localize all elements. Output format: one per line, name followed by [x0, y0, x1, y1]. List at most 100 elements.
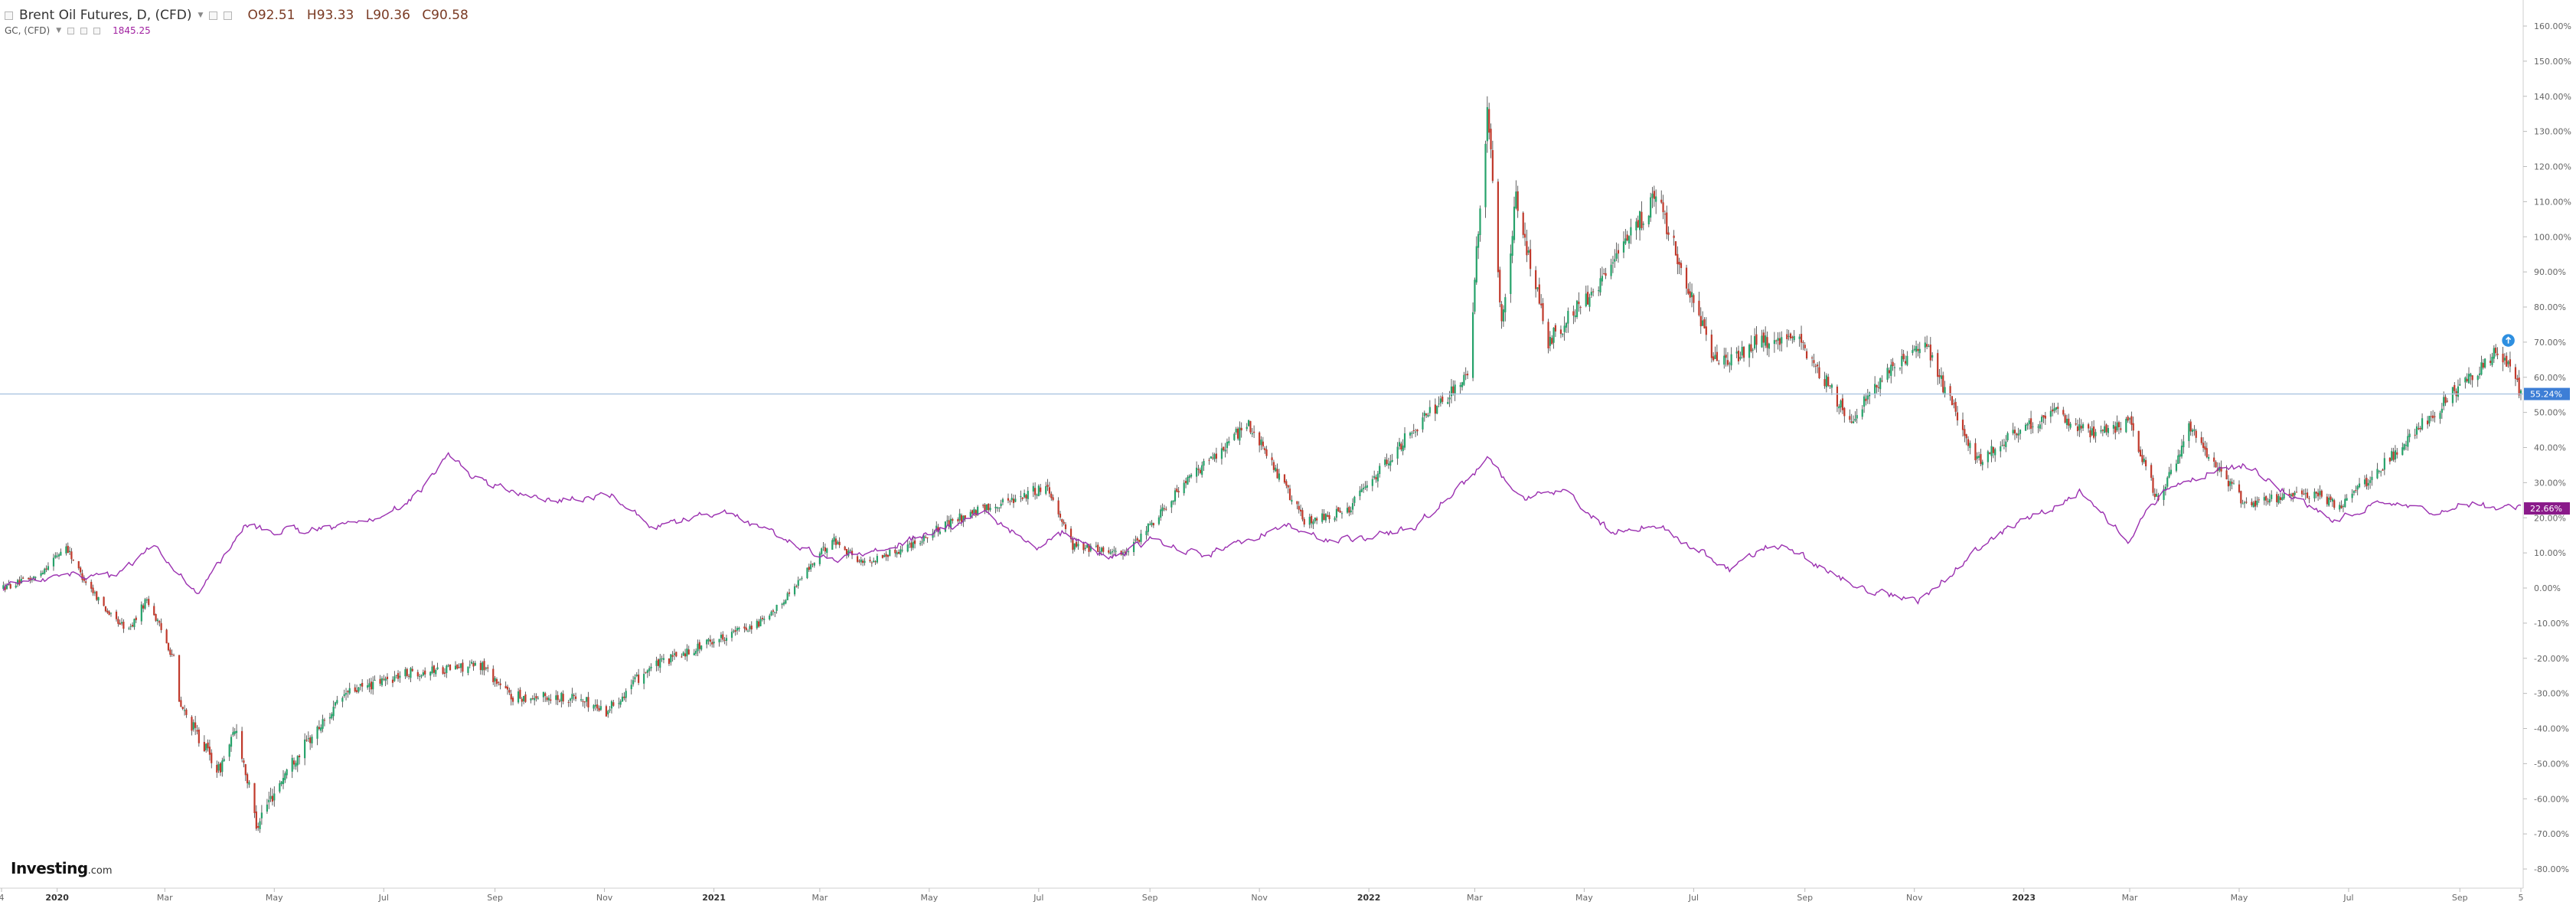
main-series-title[interactable]: Brent Oil Futures, D, (CFD)	[19, 8, 192, 23]
candle-down	[1766, 337, 1768, 348]
x-tick-label: 2023	[2012, 893, 2036, 903]
candle-up	[68, 551, 71, 552]
candle-up	[54, 555, 57, 558]
candle-up	[2484, 358, 2486, 368]
candle-down	[2396, 452, 2398, 455]
candle-down	[1689, 291, 1691, 298]
candle-up	[1723, 355, 1725, 365]
candle-down	[845, 548, 848, 555]
candle-down	[2388, 457, 2391, 462]
candle-down	[2080, 426, 2082, 429]
candle-up	[2039, 424, 2041, 429]
candle-down	[255, 811, 257, 829]
candle-down	[1674, 241, 1677, 256]
remove-secondary-button[interactable]	[93, 27, 101, 34]
candle-up	[2421, 418, 2424, 430]
secondary-series-title[interactable]: GC, (CFD)	[5, 25, 51, 36]
candle-down	[671, 655, 674, 657]
candle-up	[2164, 486, 2166, 490]
candle-down	[1716, 351, 1718, 361]
candle-up	[2519, 390, 2522, 394]
candle-up	[785, 600, 787, 604]
candle-down	[1964, 429, 1966, 436]
candle-down	[1705, 326, 1707, 335]
candle-down	[623, 696, 625, 698]
candle-up	[1409, 433, 1412, 436]
candle-down	[869, 560, 871, 562]
candle-down	[698, 642, 700, 649]
candle-down	[1253, 431, 1255, 433]
candle-up	[1447, 402, 1449, 404]
candle-up	[344, 692, 348, 695]
candle-down	[948, 520, 950, 527]
candle-up	[1448, 397, 1451, 400]
candle-up	[1170, 501, 1173, 508]
candle-down	[103, 596, 105, 606]
candle-down	[1199, 469, 1201, 473]
hide-secondary-button[interactable]	[67, 27, 75, 34]
candle-up	[1610, 264, 1612, 276]
candle-down	[709, 639, 711, 642]
candle-down	[1249, 420, 1252, 433]
collapse-legend-button[interactable]	[5, 11, 13, 20]
candle-down	[1992, 447, 1994, 453]
candle-down	[2089, 430, 2091, 438]
candle-up	[695, 650, 697, 654]
secondary-settings-button[interactable]	[80, 27, 88, 34]
candle-up	[2024, 424, 2027, 431]
candle-down	[1050, 493, 1053, 498]
x-tick-label: 2021	[702, 893, 726, 903]
candle-up	[949, 518, 952, 528]
candle-down	[2204, 446, 2206, 450]
candle-down	[1034, 488, 1037, 495]
candle-up	[801, 577, 803, 579]
candle-up	[284, 773, 286, 780]
candle-down	[1699, 315, 1702, 327]
candle-down	[2444, 397, 2447, 403]
candle-down	[1718, 363, 1720, 364]
candle-up	[1073, 543, 1076, 550]
y-tick-label: -10.00%	[2534, 619, 2569, 629]
x-tick-label: Mar	[811, 893, 828, 903]
candle-down	[1579, 306, 1582, 308]
candle-down	[28, 578, 30, 580]
candle-down	[1021, 497, 1024, 499]
candle-down	[148, 599, 150, 606]
candle-up	[2188, 423, 2190, 442]
candle-up	[2378, 471, 2380, 472]
candle-up	[2439, 413, 2441, 419]
x-tick-label: 5	[2519, 893, 2524, 903]
candle-down	[1843, 407, 1846, 417]
candle-up	[2091, 428, 2093, 436]
candle-up	[1638, 211, 1641, 230]
candle-down	[1938, 374, 1941, 377]
candle-down	[2365, 478, 2368, 487]
candle-up	[1838, 406, 1840, 409]
candle-up	[2407, 436, 2409, 447]
candle-up	[322, 719, 324, 729]
chevron-down-icon[interactable]: ▼	[198, 11, 204, 19]
y-tick-label: -60.00%	[2534, 794, 2569, 804]
candle-up	[889, 549, 891, 556]
candle-down	[1678, 261, 1680, 265]
hide-series-button[interactable]	[209, 11, 218, 20]
x-tick-label: Mar	[1467, 893, 1483, 903]
chevron-down-icon[interactable]: ▼	[56, 27, 62, 34]
candle-up	[2069, 423, 2072, 428]
candle-down	[1163, 508, 1166, 510]
candle-up	[286, 769, 288, 776]
candle-down	[180, 700, 182, 707]
candle-up	[1389, 461, 1392, 466]
candle-up	[1140, 533, 1142, 542]
series-settings-button[interactable]	[224, 11, 233, 20]
candle-down	[1786, 334, 1788, 340]
annotation-layer[interactable]	[2500, 332, 2516, 348]
candle-up	[759, 619, 762, 626]
candle-up	[2000, 446, 2002, 452]
candle-up	[517, 691, 520, 703]
candle-down	[83, 579, 85, 581]
candle-down	[1025, 495, 1027, 498]
x-axis-ticks[interactable]: 4 2020 Mar May Jul Sep Nov 2021 Mar May Jul Sep Nov 2…	[0, 888, 2524, 903]
candle-up	[1513, 206, 1516, 240]
